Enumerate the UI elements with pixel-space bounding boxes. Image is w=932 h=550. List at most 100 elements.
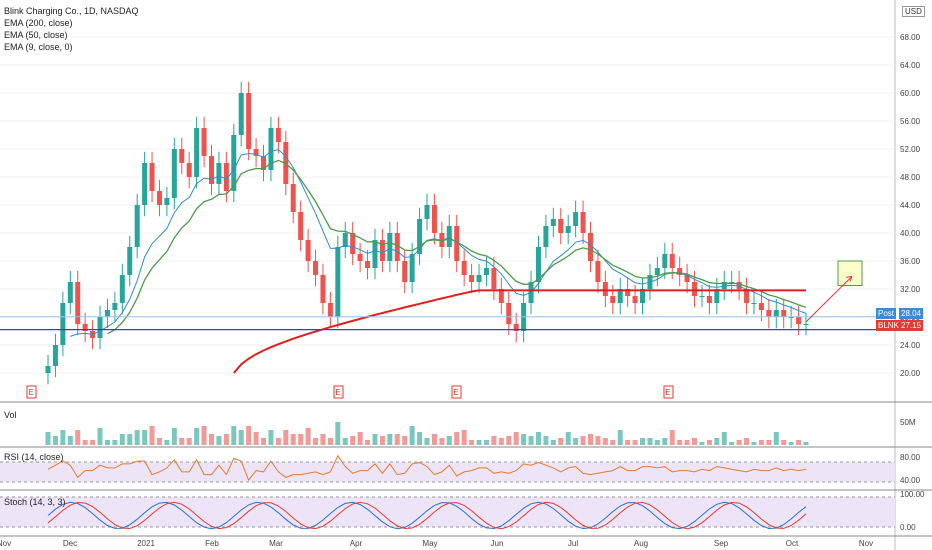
ema50-legend[interactable]: EMA (50, close) xyxy=(4,30,68,40)
volume-bar xyxy=(773,432,779,445)
candle-body xyxy=(796,317,802,324)
candle-body xyxy=(357,254,363,261)
candle-body xyxy=(781,310,787,317)
candle-body xyxy=(632,296,638,303)
candle-body xyxy=(365,261,371,268)
volume-bar xyxy=(662,438,668,445)
candle-body xyxy=(186,163,192,177)
candle-body xyxy=(402,261,408,282)
target-zone xyxy=(837,260,863,286)
volume-bar xyxy=(654,440,660,445)
candle-body xyxy=(164,198,170,205)
candle-body xyxy=(290,184,296,212)
post-tag-label: Post xyxy=(876,308,897,319)
candle-body xyxy=(729,282,735,283)
volume-bar xyxy=(253,432,259,445)
candle-body xyxy=(721,282,727,289)
candle-body xyxy=(201,128,207,156)
candle-body xyxy=(714,289,720,303)
candle-body xyxy=(744,289,750,303)
currency-label[interactable]: USD xyxy=(902,6,925,17)
ema200-line xyxy=(233,289,806,374)
volume-bar xyxy=(194,428,200,445)
symbol-title[interactable]: Blink Charging Co., 1D, NASDAQ xyxy=(4,6,139,16)
volume-bar xyxy=(439,438,445,445)
volume-bar xyxy=(97,428,103,445)
volume-bar xyxy=(90,440,96,445)
candle-body xyxy=(112,303,118,310)
volume-bar xyxy=(283,430,289,445)
volume-bar xyxy=(127,434,133,445)
candle-body xyxy=(573,212,579,226)
candle-body xyxy=(640,289,646,303)
candle-body xyxy=(97,317,103,338)
candle-body xyxy=(513,324,519,331)
candle-body xyxy=(424,205,430,219)
volume-bar xyxy=(476,440,482,445)
candle-body xyxy=(223,163,229,191)
volume-bar xyxy=(320,434,326,445)
volume-bar xyxy=(409,426,415,445)
candle-body xyxy=(342,233,348,247)
price-tick-label: 48.00 xyxy=(900,173,921,182)
candle-body xyxy=(558,219,564,233)
earnings-marker-label: E xyxy=(665,388,670,397)
volume-bar xyxy=(721,432,727,445)
candle-body xyxy=(171,149,177,198)
volume-bar xyxy=(379,436,385,445)
volume-bar xyxy=(543,436,549,445)
candle-body xyxy=(119,275,125,303)
candle-body xyxy=(379,240,385,261)
volume-bar xyxy=(706,440,712,445)
chart-legend: Blink Charging Co., 1D, NASDAQ EMA (200,… xyxy=(4,5,139,53)
volume-pane-label[interactable]: Vol xyxy=(4,410,17,420)
volume-bar xyxy=(186,438,192,445)
candle-body xyxy=(82,324,88,331)
volume-bar xyxy=(171,428,177,445)
candle-body xyxy=(238,93,244,135)
stoch-tick-label: 100.00 xyxy=(900,490,925,499)
candle-body xyxy=(803,324,809,325)
candle-body xyxy=(45,366,51,373)
volume-bar xyxy=(104,440,110,445)
candle-body xyxy=(758,303,764,310)
volume-bar xyxy=(268,430,274,445)
ema9-legend[interactable]: EMA (9, close, 0) xyxy=(4,42,73,52)
volume-bar xyxy=(290,434,296,445)
candle-body xyxy=(417,219,423,254)
volume-bar xyxy=(692,438,698,445)
volume-bar xyxy=(119,434,125,445)
volume-bar xyxy=(781,440,787,445)
price-tick-label: 64.00 xyxy=(900,61,921,70)
volume-bar xyxy=(573,438,579,445)
volume-bar xyxy=(736,440,742,445)
earnings-marker xyxy=(26,385,37,399)
volume-bar xyxy=(67,436,73,445)
candle-body xyxy=(461,261,467,275)
volume-bar xyxy=(483,440,489,445)
volume-bar xyxy=(246,426,252,445)
stoch-pane-label[interactable]: Stoch (14, 3, 3) xyxy=(4,497,66,507)
rsi-pane-label[interactable]: RSI (14, close) xyxy=(4,452,64,462)
time-tick-label: Jun xyxy=(491,539,504,548)
ticker-tag: BLNK xyxy=(876,320,901,331)
candle-body xyxy=(194,128,200,177)
candle-body xyxy=(313,261,319,275)
candle-body xyxy=(216,163,222,184)
volume-bar xyxy=(602,438,608,445)
volume-bar xyxy=(394,434,400,445)
volume-bar xyxy=(275,438,281,445)
volume-bar xyxy=(751,442,757,445)
stoch-d-line xyxy=(47,501,807,530)
time-tick-label: Apr xyxy=(350,539,363,548)
volume-bar xyxy=(208,434,214,445)
volume-bar xyxy=(134,430,140,445)
candle-body xyxy=(625,289,631,296)
volume-bar xyxy=(231,426,237,445)
candle-body xyxy=(610,296,616,303)
volume-bar xyxy=(112,440,118,445)
ema200-legend[interactable]: EMA (200, close) xyxy=(4,18,73,28)
price-tick-label: 60.00 xyxy=(900,89,921,98)
last-price-tag: 27.15 xyxy=(899,320,924,331)
